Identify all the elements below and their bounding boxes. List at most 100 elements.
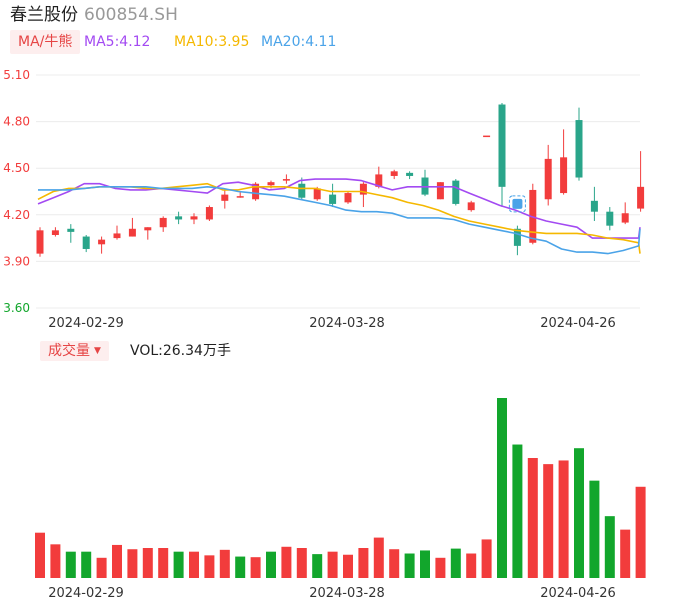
volume-bar xyxy=(65,551,76,578)
candle-body xyxy=(128,228,136,237)
volume-bar xyxy=(389,549,400,578)
volume-bar xyxy=(466,553,477,578)
volume-indicator-selector[interactable]: 成交量 ▼ xyxy=(40,341,109,361)
volume-bar xyxy=(312,554,323,578)
volume-bar xyxy=(604,516,615,578)
volume-bar xyxy=(142,548,153,578)
volume-bar xyxy=(266,551,276,578)
candle-body xyxy=(252,183,260,200)
volume-bar xyxy=(620,529,631,578)
caret-down-icon: ▼ xyxy=(94,346,101,356)
candle-body xyxy=(282,179,290,181)
stock-title: 春兰股份 600854.SH xyxy=(10,4,178,26)
candle-body xyxy=(483,135,491,138)
candle-body xyxy=(606,211,614,226)
volume-x-tick-label: 2024-03-28 xyxy=(309,586,385,601)
x-tick-label: 2024-03-28 xyxy=(309,316,385,331)
candle-body xyxy=(467,202,475,211)
candle-body xyxy=(98,239,106,245)
y-tick-label: 3.90 xyxy=(3,254,30,268)
y-tick-label: 5.10 xyxy=(3,68,30,82)
volume-bar xyxy=(589,480,600,578)
candle-body xyxy=(298,183,306,198)
candle-body xyxy=(390,171,398,176)
candle-body xyxy=(51,230,59,235)
volume-bar xyxy=(327,551,338,578)
candle-body xyxy=(406,172,414,176)
candle-body xyxy=(267,182,275,186)
ma-line-ma5 xyxy=(37,178,641,239)
volume-bar xyxy=(96,557,107,578)
candle-body xyxy=(67,228,75,232)
candle-body xyxy=(221,194,229,201)
volume-bar xyxy=(127,549,138,578)
candle-body xyxy=(144,227,152,231)
ma10-label: MA10:3.95 xyxy=(174,34,250,50)
candle-body xyxy=(560,157,568,194)
candle-body xyxy=(621,213,629,223)
volume-bar xyxy=(435,557,446,578)
candle-body xyxy=(359,183,367,195)
y-tick-label: 4.20 xyxy=(3,208,30,222)
volume-x-tick-label: 2024-02-29 xyxy=(48,586,124,601)
volume-bar xyxy=(527,458,538,578)
volume-header: 成交量 ▼ VOL:26.34万手 xyxy=(40,341,231,361)
volume-bar xyxy=(296,548,307,578)
candle-body xyxy=(575,120,583,178)
volume-bar xyxy=(558,460,569,578)
volume-bar xyxy=(481,539,492,578)
volume-x-tick-label: 2024-04-26 xyxy=(540,586,616,601)
volume-bar xyxy=(158,548,169,578)
candle-body xyxy=(36,230,44,254)
candle-body xyxy=(190,216,198,220)
volume-bar xyxy=(343,554,353,578)
candle-body xyxy=(159,217,167,228)
ma-legend: MA/牛熊 MA5:4.12 MA10:3.95 MA20:4.11 xyxy=(10,30,336,54)
candle-body xyxy=(175,216,183,220)
volume-bar xyxy=(81,551,92,578)
candle-body xyxy=(113,233,121,239)
candle-body xyxy=(344,193,352,203)
ma-line-ma20 xyxy=(38,186,641,255)
volume-bar xyxy=(219,549,230,578)
y-tick-label: 3.60 xyxy=(3,301,30,315)
volume-bar xyxy=(373,537,384,578)
ma5-label: MA5:4.12 xyxy=(84,34,151,50)
volume-tag-label: 成交量 xyxy=(48,343,90,359)
candle-body xyxy=(544,158,552,200)
volume-bar xyxy=(204,555,215,578)
volume-bar xyxy=(173,551,184,578)
volume-bar xyxy=(497,398,507,578)
x-tick-label: 2024-04-26 xyxy=(540,316,616,331)
event-marker-frame xyxy=(508,195,526,213)
volume-bar xyxy=(281,546,292,578)
stock-name: 春兰股份 xyxy=(10,5,78,25)
candle-body xyxy=(375,174,383,187)
volume-bar xyxy=(543,464,554,578)
volume-bar xyxy=(635,486,646,578)
candle-body xyxy=(452,180,460,204)
volume-bar xyxy=(420,550,430,578)
ma-line-ma10 xyxy=(37,182,641,254)
volume-bar xyxy=(512,444,523,578)
volume-bar xyxy=(358,548,369,578)
event-marker-icon xyxy=(512,198,523,209)
candle-body xyxy=(236,196,244,198)
volume-bar xyxy=(235,556,246,578)
volume-bar xyxy=(189,551,199,578)
ma20-label: MA20:4.11 xyxy=(261,34,337,50)
y-tick-label: 4.50 xyxy=(3,161,30,175)
candle-body xyxy=(436,182,444,200)
volume-value: VOL:26.34万手 xyxy=(130,343,231,359)
candle-body xyxy=(205,207,213,220)
candle-body xyxy=(82,236,90,249)
volume-bar xyxy=(112,544,122,578)
volume-bar xyxy=(404,553,415,578)
ma-indicator-selector[interactable]: MA/牛熊 xyxy=(10,30,81,54)
volume-bar xyxy=(450,548,461,578)
candle-body xyxy=(637,186,645,209)
y-tick-label: 4.80 xyxy=(3,115,30,129)
candle-body xyxy=(329,194,337,204)
candle-body xyxy=(313,188,321,200)
